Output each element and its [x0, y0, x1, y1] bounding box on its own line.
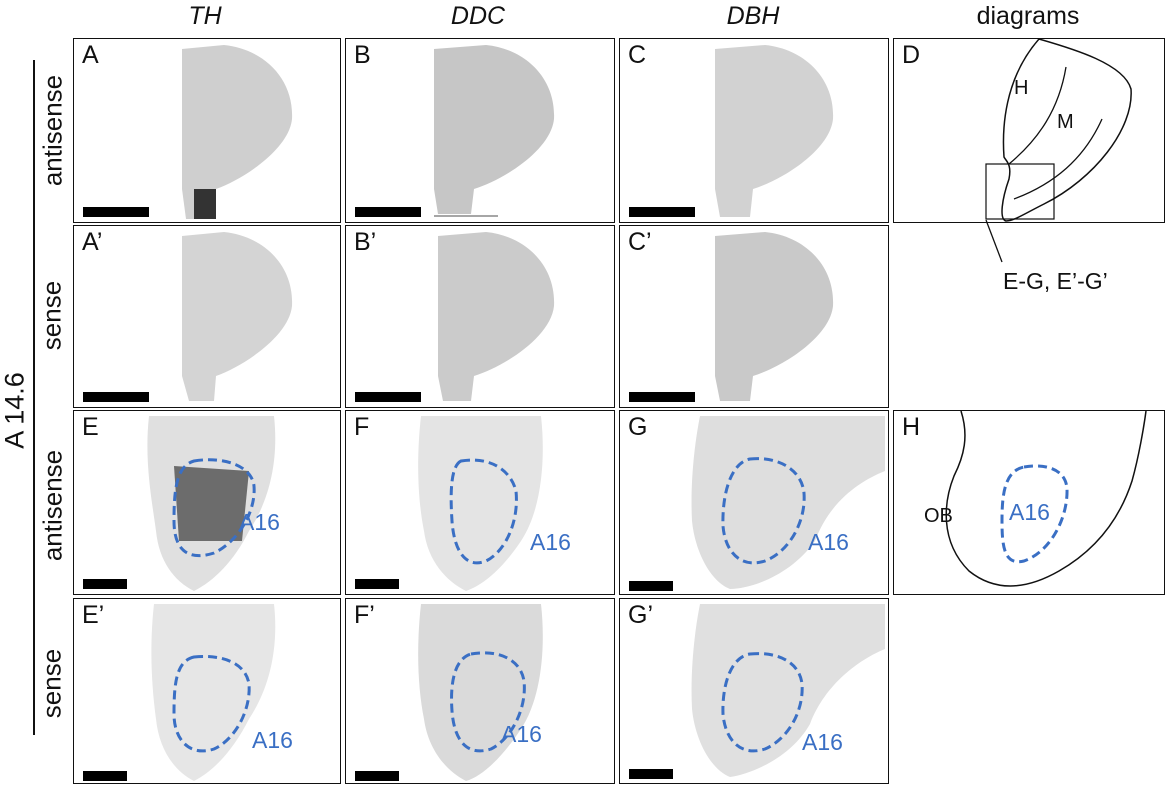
callout-label: E-G, E’-G’ — [1003, 268, 1108, 294]
panel-h: H OB A16 — [893, 410, 1165, 595]
tissue-section-image — [418, 604, 543, 781]
panel-f: F A16 — [345, 410, 615, 595]
brain-section-image — [715, 45, 834, 217]
panel-a-prime: A’ — [73, 225, 341, 408]
section-label: A 14.6 — [0, 372, 30, 449]
diagram-label-ob: OB — [924, 505, 953, 527]
panel-label: B — [354, 41, 371, 69]
scale-bar — [355, 207, 421, 217]
region-label-a16: A16 — [239, 509, 280, 535]
panel-c-prime: C’ — [619, 225, 889, 408]
panel-label: D — [902, 41, 921, 69]
panel-label: F — [354, 413, 370, 441]
panel-label: A — [82, 41, 99, 69]
diagram-label-h: H — [1014, 77, 1029, 99]
panel-e: E A16 — [73, 410, 341, 595]
region-label-a16: A16 — [530, 529, 571, 555]
panel-g: G A16 — [619, 410, 889, 595]
tissue-section-image — [418, 416, 543, 591]
region-label-a16: A16 — [808, 529, 849, 555]
region-label-a16: A16 — [802, 729, 843, 755]
panel-label: G’ — [628, 601, 653, 629]
callout-line — [985, 219, 1003, 263]
brain-section-image — [715, 232, 834, 401]
brain-section-image — [434, 45, 555, 217]
brain-section-image — [182, 45, 293, 219]
scale-bar — [83, 579, 127, 589]
column-title-th: TH — [188, 2, 222, 30]
row-label-divider — [33, 60, 35, 735]
panel-f-prime: F’ A16 — [345, 598, 615, 784]
diagram-outline — [985, 39, 1132, 222]
panel-a: A — [73, 38, 341, 223]
row-label-antisense-2: antisense — [37, 449, 68, 562]
region-label-a16: A16 — [501, 721, 542, 747]
panel-label: E’ — [82, 601, 105, 629]
panel-d: D H M — [893, 38, 1165, 223]
scale-bar — [629, 769, 673, 779]
panel-c: C — [619, 38, 889, 223]
diagram-label-a16: A16 — [1009, 499, 1050, 525]
scale-bar — [355, 579, 399, 589]
panel-label: A’ — [82, 228, 103, 256]
panel-e-prime: E’ A16 — [73, 598, 341, 784]
diagram-outline — [945, 411, 1147, 587]
scale-bar — [355, 392, 421, 402]
panel-label: F’ — [354, 601, 375, 629]
column-title-diagrams: diagrams — [976, 2, 1080, 30]
scale-bar — [355, 771, 399, 781]
scale-bar — [83, 207, 149, 217]
panel-b-prime: B’ — [345, 225, 615, 408]
panel-label: E — [82, 413, 99, 441]
row-label-antisense-1: antisense — [37, 74, 68, 187]
panel-label: C — [628, 41, 647, 69]
tissue-section-image — [151, 604, 276, 781]
panel-label: G — [628, 413, 648, 441]
brain-section-image — [438, 232, 555, 401]
panel-b: B — [345, 38, 615, 223]
tissue-section-image — [147, 416, 276, 591]
panel-label: B’ — [354, 228, 377, 256]
scale-bar — [83, 771, 127, 781]
scale-bar — [629, 392, 695, 402]
scale-bar — [83, 392, 149, 402]
row-label-sense-2: sense — [36, 648, 67, 719]
column-title-ddc: DDC — [450, 2, 506, 30]
panel-g-prime: G’ A16 — [619, 598, 889, 784]
region-label-a16: A16 — [252, 727, 293, 753]
brain-section-image — [182, 232, 293, 401]
panel-label: C’ — [628, 228, 652, 256]
row-label-sense-1: sense — [36, 280, 67, 351]
tissue-section-image — [691, 416, 885, 589]
scale-bar — [629, 207, 695, 217]
scale-bar — [629, 581, 673, 591]
diagram-label-m: M — [1057, 111, 1074, 133]
panel-label: H — [902, 413, 921, 441]
column-title-dbh: DBH — [726, 2, 780, 30]
tissue-section-image — [691, 604, 885, 777]
